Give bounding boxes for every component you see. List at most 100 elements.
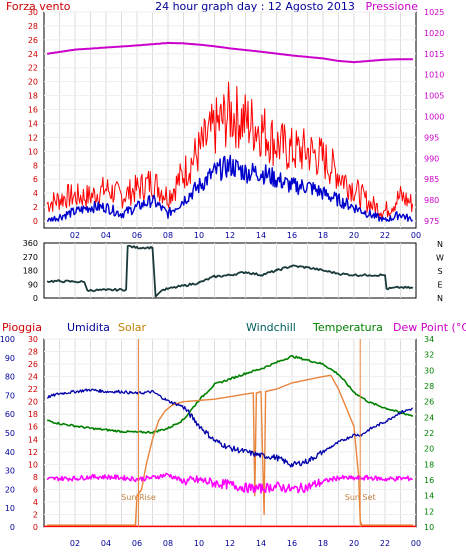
wind-tick-label: 2 bbox=[33, 203, 38, 212]
temperature-line bbox=[47, 354, 413, 434]
wind-x-tick-labels: 02 04 06 08 10 12 14 16 18 20 22 00 bbox=[70, 231, 421, 240]
x-tick-label: 18 bbox=[318, 539, 328, 548]
wind-tick-label: 10 bbox=[28, 147, 38, 156]
compass-tick-label: N bbox=[437, 240, 443, 249]
wind-tick-label: 28 bbox=[28, 22, 38, 31]
temperature-tick-label: 10 bbox=[424, 523, 434, 532]
grid-lines bbox=[44, 11, 416, 528]
x-tick-label: 20 bbox=[349, 231, 359, 240]
pressure-line bbox=[46, 41, 413, 64]
x-tick-label: 12 bbox=[225, 539, 235, 548]
humidity-tick-label: 10 bbox=[5, 504, 15, 513]
rain-tick-label: 12 bbox=[28, 448, 38, 457]
rain-tick-label: 8 bbox=[33, 473, 38, 482]
direction-tick-label: 90 bbox=[28, 280, 38, 289]
windchill-label: Windchill bbox=[246, 321, 296, 334]
compass-tick-label: W bbox=[436, 254, 444, 263]
wind-speed-line bbox=[46, 81, 414, 219]
humidity-tick-label: 20 bbox=[5, 485, 15, 494]
x-tick-label: 00 bbox=[411, 539, 421, 548]
sun-annotations: Sun Rise Sun Set bbox=[121, 339, 376, 527]
pressure-tick-label: 980 bbox=[424, 196, 439, 205]
temperature-tick-label: 32 bbox=[424, 351, 434, 360]
x-tick-label: 22 bbox=[380, 539, 390, 548]
pressure-tick-label: 995 bbox=[424, 133, 439, 142]
temperature-axis-ticks: 10 12 14 16 18 20 22 24 26 28 30 32 34 bbox=[424, 335, 434, 532]
x-tick-label: 20 bbox=[349, 539, 359, 548]
pressure-tick-label: 975 bbox=[424, 217, 439, 226]
direction-tick-label: 360 bbox=[23, 239, 38, 248]
x-tick-label: 08 bbox=[163, 231, 173, 240]
pressure-tick-label: 1000 bbox=[424, 113, 444, 122]
x-tick-label: 18 bbox=[318, 231, 328, 240]
wind-axis-title: Forza vento bbox=[6, 0, 71, 13]
x-tick-label: 06 bbox=[132, 231, 142, 240]
x-tick-label: 02 bbox=[70, 231, 80, 240]
x-tick-label: 04 bbox=[101, 539, 111, 548]
pressure-axis-title: Pressione bbox=[366, 0, 419, 13]
wind-tick-label: 18 bbox=[28, 92, 38, 101]
rain-tick-label: 24 bbox=[28, 373, 38, 382]
temperature-tick-label: 18 bbox=[424, 460, 434, 469]
humidity-tick-label: 50 bbox=[5, 429, 15, 438]
pressure-tick-label: 985 bbox=[424, 175, 439, 184]
humidity-tick-label: 0 bbox=[10, 523, 15, 532]
x-tick-label: 10 bbox=[194, 231, 204, 240]
humidity-tick-label: 30 bbox=[5, 467, 15, 476]
sun-annotation-label: Sun Set bbox=[345, 493, 376, 502]
wind-tick-label: 20 bbox=[28, 78, 38, 87]
rain-tick-label: 16 bbox=[28, 423, 38, 432]
direction-tick-label: 270 bbox=[23, 253, 38, 262]
x-tick-label: 14 bbox=[256, 539, 266, 548]
temperature-tick-label: 28 bbox=[424, 382, 434, 391]
x-tick-label: 16 bbox=[287, 539, 297, 548]
x-tick-label: 06 bbox=[132, 539, 142, 548]
temperature-tick-label: 20 bbox=[424, 445, 434, 454]
wind-direction-line bbox=[46, 244, 414, 298]
wind-tick-label: 26 bbox=[28, 36, 38, 45]
wind-tick-label: 6 bbox=[33, 175, 38, 184]
wind-tick-label: 24 bbox=[28, 50, 38, 59]
sun-annotation-label: Sun Rise bbox=[121, 493, 156, 502]
compass-tick-label: E bbox=[437, 281, 442, 290]
wind-tick-label: 12 bbox=[28, 133, 38, 142]
rain-tick-label: 28 bbox=[28, 348, 38, 357]
x-tick-label: 10 bbox=[194, 539, 204, 548]
rain-tick-label: 2 bbox=[33, 510, 38, 519]
wind-tick-label: 4 bbox=[33, 189, 38, 198]
rain-tick-label: 6 bbox=[33, 485, 38, 494]
rain-label: Pioggia bbox=[2, 321, 42, 334]
rain-tick-label: 30 bbox=[28, 335, 38, 344]
compass-tick-label: S bbox=[437, 267, 442, 276]
humidity-label: Umidita bbox=[67, 321, 110, 334]
rain-tick-label: 0 bbox=[33, 523, 38, 532]
multi-x-tick-labels: 02 04 06 08 10 12 14 16 18 20 22 00 bbox=[70, 539, 421, 548]
temperature-tick-label: 16 bbox=[424, 476, 434, 485]
chart-series bbox=[44, 41, 416, 528]
humidity-tick-label: 90 bbox=[5, 354, 15, 363]
humidity-tick-label: 60 bbox=[5, 410, 15, 419]
humidity-tick-label: 70 bbox=[5, 391, 15, 400]
rain-tick-label: 22 bbox=[28, 385, 38, 394]
pressure-tick-label: 1015 bbox=[424, 50, 444, 59]
humidity-line bbox=[47, 388, 414, 468]
humidity-tick-label: 80 bbox=[5, 373, 15, 382]
chart-title: 24 hour graph day : 12 Agosto 2013 bbox=[155, 0, 355, 13]
humidity-axis-ticks: 0 10 20 30 40 50 60 70 80 90 100 bbox=[0, 335, 15, 532]
dewpoint-line bbox=[46, 472, 413, 494]
pressure-tick-label: 1010 bbox=[424, 71, 444, 80]
pressure-tick-label: 1020 bbox=[424, 29, 444, 38]
temperature-tick-label: 22 bbox=[424, 429, 434, 438]
temperature-tick-label: 34 bbox=[424, 335, 434, 344]
compass-tick-label: N bbox=[437, 294, 443, 303]
rain-tick-label: 18 bbox=[28, 410, 38, 419]
solar-label: Solar bbox=[118, 321, 147, 334]
x-tick-label: 12 bbox=[225, 231, 235, 240]
direction-tick-label: 180 bbox=[23, 267, 38, 276]
x-tick-label: 16 bbox=[287, 231, 297, 240]
direction-axis-ticks: 0 90 180 270 360 bbox=[23, 239, 38, 303]
